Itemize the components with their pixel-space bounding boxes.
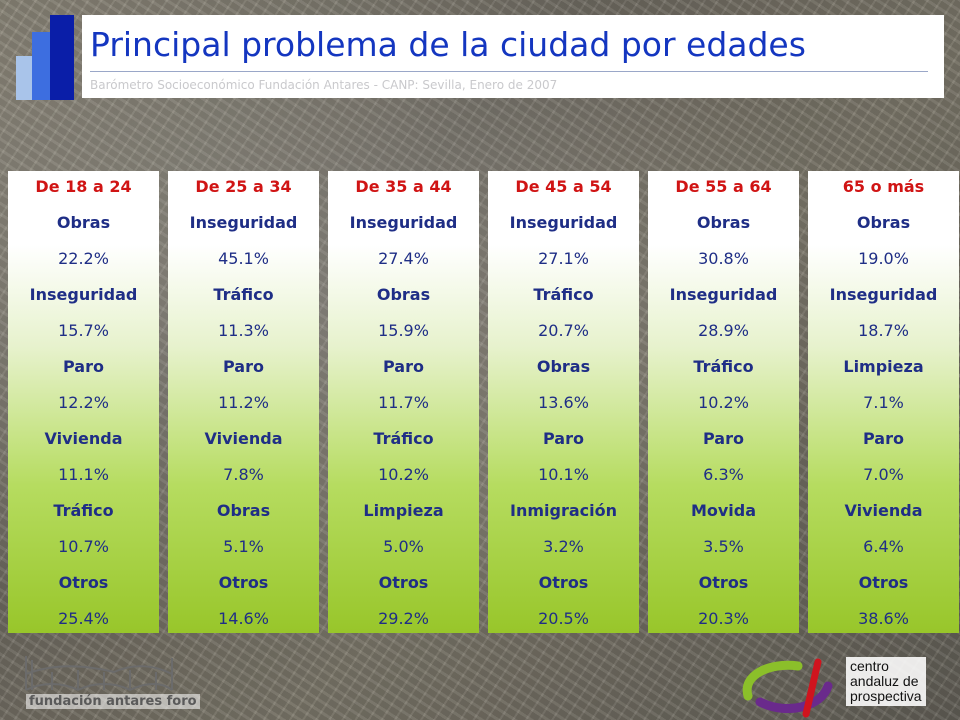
problem-percentage: 15.9% (378, 321, 429, 340)
problem-percentage: 29.2% (378, 609, 429, 628)
problem-percentage: 19.0% (858, 249, 909, 268)
problem-label: Movida (690, 501, 757, 520)
problem-label: Paro (543, 429, 584, 448)
problem-percentage: 27.1% (538, 249, 589, 268)
problem-percentage: 10.2% (698, 393, 749, 412)
problem-label: Inseguridad (509, 213, 618, 232)
age-column: De 18 a 24 Obras 22.2% Inseguridad 15.7% Paro… (8, 171, 159, 633)
age-column-heading: De 18 a 24 (35, 177, 132, 196)
problem-percentage: 7.8% (223, 465, 264, 484)
wordmark-line-2: andaluz de (850, 673, 919, 689)
problem-percentage: 3.2% (543, 537, 584, 556)
problem-percentage: 10.2% (378, 465, 429, 484)
centro-andaluz-logo (742, 658, 833, 718)
age-column: De 55 a 64 Obras 30.8% Inseguridad 28.9% Tráf… (648, 171, 799, 633)
age-column-heading: De 55 a 64 (675, 177, 772, 196)
problem-percentage: 28.9% (698, 321, 749, 340)
problem-percentage: 5.0% (383, 537, 424, 556)
wordmark-line-1: centro (850, 658, 889, 674)
problem-percentage: 45.1% (218, 249, 269, 268)
fundacion-antares-wordmark: fundación antares foro (26, 694, 200, 709)
problem-label: Tráfico (213, 285, 274, 304)
problem-label: Otros (698, 573, 749, 592)
problem-percentage: 13.6% (538, 393, 589, 412)
problem-label: Paro (863, 429, 904, 448)
problem-percentage: 12.2% (58, 393, 109, 412)
problem-label: Inseguridad (29, 285, 138, 304)
problem-label: Tráfico (53, 501, 114, 520)
problem-percentage: 18.7% (858, 321, 909, 340)
problem-label: Obras (696, 213, 751, 232)
problem-percentage: 22.2% (58, 249, 109, 268)
problem-percentage: 14.6% (218, 609, 269, 628)
problem-label: Vivienda (204, 429, 283, 448)
problem-percentage: 11.1% (58, 465, 109, 484)
problem-label: Obras (56, 213, 111, 232)
title-divider (90, 71, 928, 72)
problem-label: Obras (216, 501, 271, 520)
problem-percentage: 20.3% (698, 609, 749, 628)
problem-percentage: 10.1% (538, 465, 589, 484)
problem-percentage: 11.7% (378, 393, 429, 412)
problem-label: Limpieza (363, 501, 444, 520)
problem-label: Limpieza (843, 357, 924, 376)
problem-label: Vivienda (44, 429, 123, 448)
problem-label: Tráfico (533, 285, 594, 304)
problem-label: Obras (536, 357, 591, 376)
age-column-heading: De 25 a 34 (195, 177, 292, 196)
problem-percentage: 6.4% (863, 537, 904, 556)
age-columns: De 18 a 24 Obras 22.2% Inseguridad 15.7% Paro… (8, 171, 960, 633)
problem-label: Inseguridad (829, 285, 938, 304)
problem-label: Otros (218, 573, 269, 592)
problem-label: Vivienda (844, 501, 923, 520)
title-panel: Principal problema de la ciudad por edad… (82, 15, 944, 98)
problem-label: Tráfico (373, 429, 434, 448)
age-column: 65 o más Obras 19.0% Inseguridad 18.7% Limpie… (808, 171, 959, 633)
problem-percentage: 38.6% (858, 609, 909, 628)
centro-andaluz-wordmark: centro andaluz de prospectiva (846, 657, 926, 706)
wordmark-line-3: prospectiva (850, 688, 922, 704)
problem-label: Tráfico (693, 357, 754, 376)
problem-percentage: 25.4% (58, 609, 109, 628)
problem-label: Otros (378, 573, 429, 592)
problem-percentage: 10.7% (58, 537, 109, 556)
problem-label: Inseguridad (189, 213, 298, 232)
problem-percentage: 15.7% (58, 321, 109, 340)
problem-label: Otros (538, 573, 589, 592)
problem-percentage: 11.3% (218, 321, 269, 340)
problem-label: Otros (858, 573, 909, 592)
problem-percentage: 20.7% (538, 321, 589, 340)
problem-percentage: 27.4% (378, 249, 429, 268)
problem-label: Paro (63, 357, 104, 376)
problem-percentage: 3.5% (703, 537, 744, 556)
problem-percentage: 7.1% (863, 393, 904, 412)
age-column-heading: 65 o más (842, 177, 925, 196)
problem-percentage: 6.3% (703, 465, 744, 484)
problem-percentage: 11.2% (218, 393, 269, 412)
age-column-heading: De 35 a 44 (355, 177, 452, 196)
problem-percentage: 5.1% (223, 537, 264, 556)
problem-label: Inseguridad (669, 285, 778, 304)
problem-label: Obras (856, 213, 911, 232)
age-column: De 25 a 34 Inseguridad 45.1% Tráfico 11.3% Pa… (168, 171, 319, 633)
problem-label: Inmigración (510, 501, 617, 520)
problem-percentage: 7.0% (863, 465, 904, 484)
age-column: De 35 a 44 Inseguridad 27.4% Obras 15.9% Paro… (328, 171, 479, 633)
page-subtitle: Barómetro Socioeconómico Fundación Antar… (90, 78, 558, 92)
problem-percentage: 20.5% (538, 609, 589, 628)
problem-label: Paro (383, 357, 424, 376)
problem-label: Otros (58, 573, 109, 592)
fundacion-antares-logo (25, 656, 173, 692)
age-column-heading: De 45 a 54 (515, 177, 612, 196)
problem-label: Obras (376, 285, 431, 304)
age-column: De 45 a 54 Inseguridad 27.1% Tráfico 20.7% Ob… (488, 171, 639, 633)
logo-block-dark (50, 15, 74, 100)
problem-label: Paro (223, 357, 264, 376)
page-title: Principal problema de la ciudad por edad… (90, 25, 806, 64)
problem-label: Paro (703, 429, 744, 448)
problem-percentage: 30.8% (698, 249, 749, 268)
problem-label: Inseguridad (349, 213, 458, 232)
